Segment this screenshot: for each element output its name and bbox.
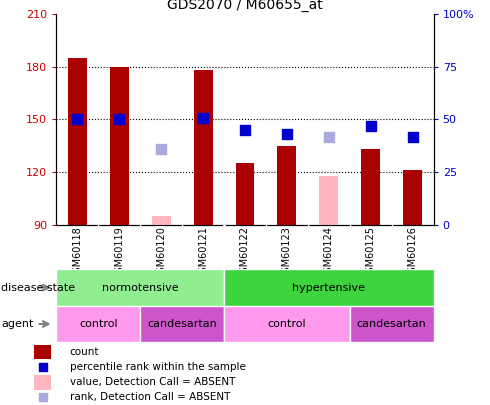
Bar xyxy=(224,269,434,306)
Text: GSM60126: GSM60126 xyxy=(408,226,417,279)
Text: normotensive: normotensive xyxy=(102,283,178,292)
Text: rank, Detection Call = ABSENT: rank, Detection Call = ABSENT xyxy=(70,392,230,403)
Bar xyxy=(152,216,171,225)
Point xyxy=(115,116,123,123)
Text: control: control xyxy=(79,319,118,329)
Title: GDS2070 / M60655_at: GDS2070 / M60655_at xyxy=(167,0,323,12)
Bar xyxy=(68,58,87,225)
Point xyxy=(157,146,165,153)
Bar xyxy=(236,163,254,225)
Text: GSM60124: GSM60124 xyxy=(324,226,334,279)
Bar xyxy=(350,306,434,342)
Bar xyxy=(34,375,50,390)
Text: candesartan: candesartan xyxy=(147,319,217,329)
Bar xyxy=(224,306,350,342)
Bar xyxy=(277,146,296,225)
Text: percentile rank within the sample: percentile rank within the sample xyxy=(70,362,245,372)
Text: GSM60123: GSM60123 xyxy=(282,226,292,279)
Text: control: control xyxy=(268,319,306,329)
Bar xyxy=(56,269,224,306)
Text: candesartan: candesartan xyxy=(357,319,427,329)
Text: hypertensive: hypertensive xyxy=(293,283,366,292)
Text: GSM60118: GSM60118 xyxy=(73,226,82,279)
Bar xyxy=(34,345,50,359)
Point xyxy=(199,115,207,121)
Point xyxy=(39,364,47,370)
Text: count: count xyxy=(70,347,99,357)
Text: GSM60121: GSM60121 xyxy=(198,226,208,279)
Bar xyxy=(403,171,422,225)
Bar xyxy=(140,306,224,342)
Bar xyxy=(361,149,380,225)
Bar xyxy=(110,67,129,225)
Text: disease state: disease state xyxy=(1,283,75,292)
Point xyxy=(283,130,291,137)
Point xyxy=(74,116,81,123)
Point xyxy=(409,134,416,140)
Text: GSM60125: GSM60125 xyxy=(366,226,376,279)
Text: GSM60119: GSM60119 xyxy=(114,226,124,279)
Text: GSM60122: GSM60122 xyxy=(240,226,250,279)
Text: value, Detection Call = ABSENT: value, Detection Call = ABSENT xyxy=(70,377,235,387)
Text: agent: agent xyxy=(1,319,34,329)
Bar xyxy=(56,306,140,342)
Point xyxy=(241,127,249,133)
Bar xyxy=(319,176,338,225)
Bar xyxy=(194,70,213,225)
Point xyxy=(325,134,333,140)
Text: GSM60120: GSM60120 xyxy=(156,226,166,279)
Point xyxy=(367,123,375,130)
Point xyxy=(39,394,47,401)
